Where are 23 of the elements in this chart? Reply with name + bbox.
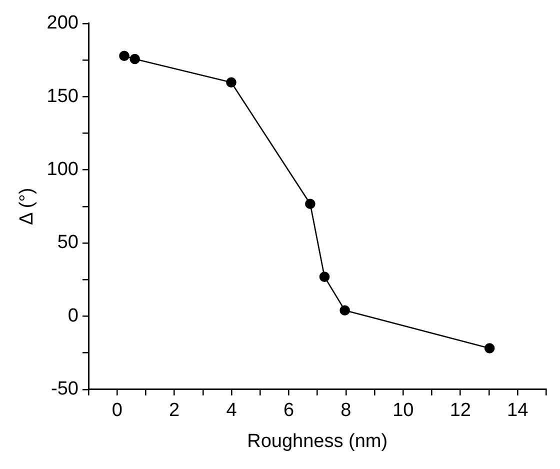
point <box>305 198 316 210</box>
y-axis-title: Δ (°) <box>16 188 38 225</box>
point <box>130 54 140 64</box>
y-tick-label: 100 <box>46 159 78 180</box>
point <box>319 272 330 282</box>
x-tick-label: 6 <box>283 400 294 422</box>
y-tick-label: 200 <box>46 12 78 34</box>
y-tick-label: -50 <box>51 378 78 400</box>
y-tick-label: 0 <box>68 305 78 326</box>
point <box>484 343 495 354</box>
point <box>119 50 130 62</box>
point <box>226 77 236 88</box>
x-tick-label: 12 <box>450 400 471 422</box>
y-tick-label: 50 <box>57 232 78 254</box>
x-axis-title: Roughness (nm) <box>247 430 388 452</box>
x-tick-label: 8 <box>340 400 352 422</box>
x-tick-label: 4 <box>226 400 238 422</box>
x-tick-label: 0 <box>112 400 122 422</box>
y-tick-label: 150 <box>46 86 78 107</box>
x-tick-label: 14 <box>507 400 529 422</box>
x-tick-label: 2 <box>169 400 180 422</box>
x-tick-label: 10 <box>392 400 414 422</box>
point <box>340 305 350 316</box>
